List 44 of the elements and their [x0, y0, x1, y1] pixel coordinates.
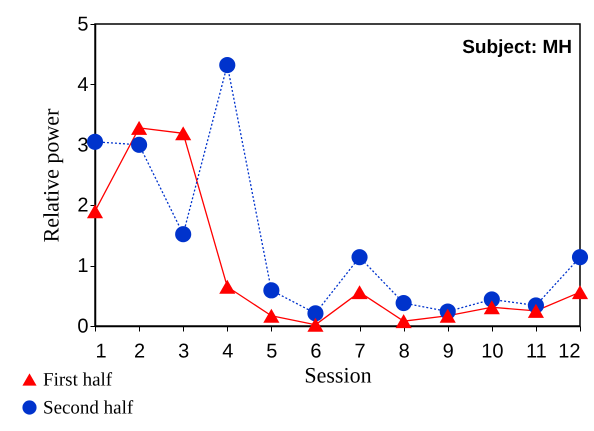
point	[307, 305, 324, 322]
x-tick-label: 9	[442, 340, 454, 362]
y-tick-label: 0	[77, 316, 88, 338]
point	[351, 249, 368, 266]
point	[131, 136, 148, 153]
point	[86, 134, 104, 150]
point	[572, 249, 588, 266]
annotation: Subject: MH	[462, 37, 572, 58]
point	[263, 282, 280, 298]
x-tick-label: 1	[96, 340, 107, 362]
point	[219, 57, 236, 74]
point	[440, 308, 456, 323]
x-tick-label: 6	[310, 340, 322, 362]
x-tick-label: 2	[134, 340, 146, 362]
x-tick-label: 3	[178, 340, 190, 362]
y-tick-label: 1	[77, 255, 88, 278]
point	[131, 120, 148, 135]
point	[86, 204, 104, 218]
y-tick-label: 5	[77, 14, 88, 36]
point	[396, 295, 412, 312]
y-tick-label: 2	[77, 194, 88, 217]
x-tick-label: 4	[222, 340, 234, 362]
legend-label: First half	[43, 370, 113, 390]
y-tick-label: 3	[77, 134, 88, 156]
point	[307, 318, 324, 332]
y-axis-title: Relative power	[38, 108, 64, 242]
x-tick-label: 8	[398, 340, 410, 362]
x-tick-label: 5	[266, 340, 278, 362]
point	[263, 308, 280, 323]
point	[219, 280, 236, 294]
x-tick-label: 11	[526, 340, 547, 362]
x-tick-label: 12	[558, 340, 580, 362]
point	[175, 226, 192, 242]
point	[396, 314, 412, 328]
point	[484, 300, 500, 314]
x-tick-label: 10	[481, 340, 504, 362]
y-tick-label: 4	[77, 74, 88, 96]
legend-label: Second half	[43, 398, 134, 418]
point	[175, 126, 192, 140]
x-tick-label: 7	[354, 340, 366, 362]
point	[528, 304, 544, 318]
point	[351, 285, 368, 300]
point	[572, 285, 588, 300]
x-axis-title: Session	[304, 362, 372, 388]
